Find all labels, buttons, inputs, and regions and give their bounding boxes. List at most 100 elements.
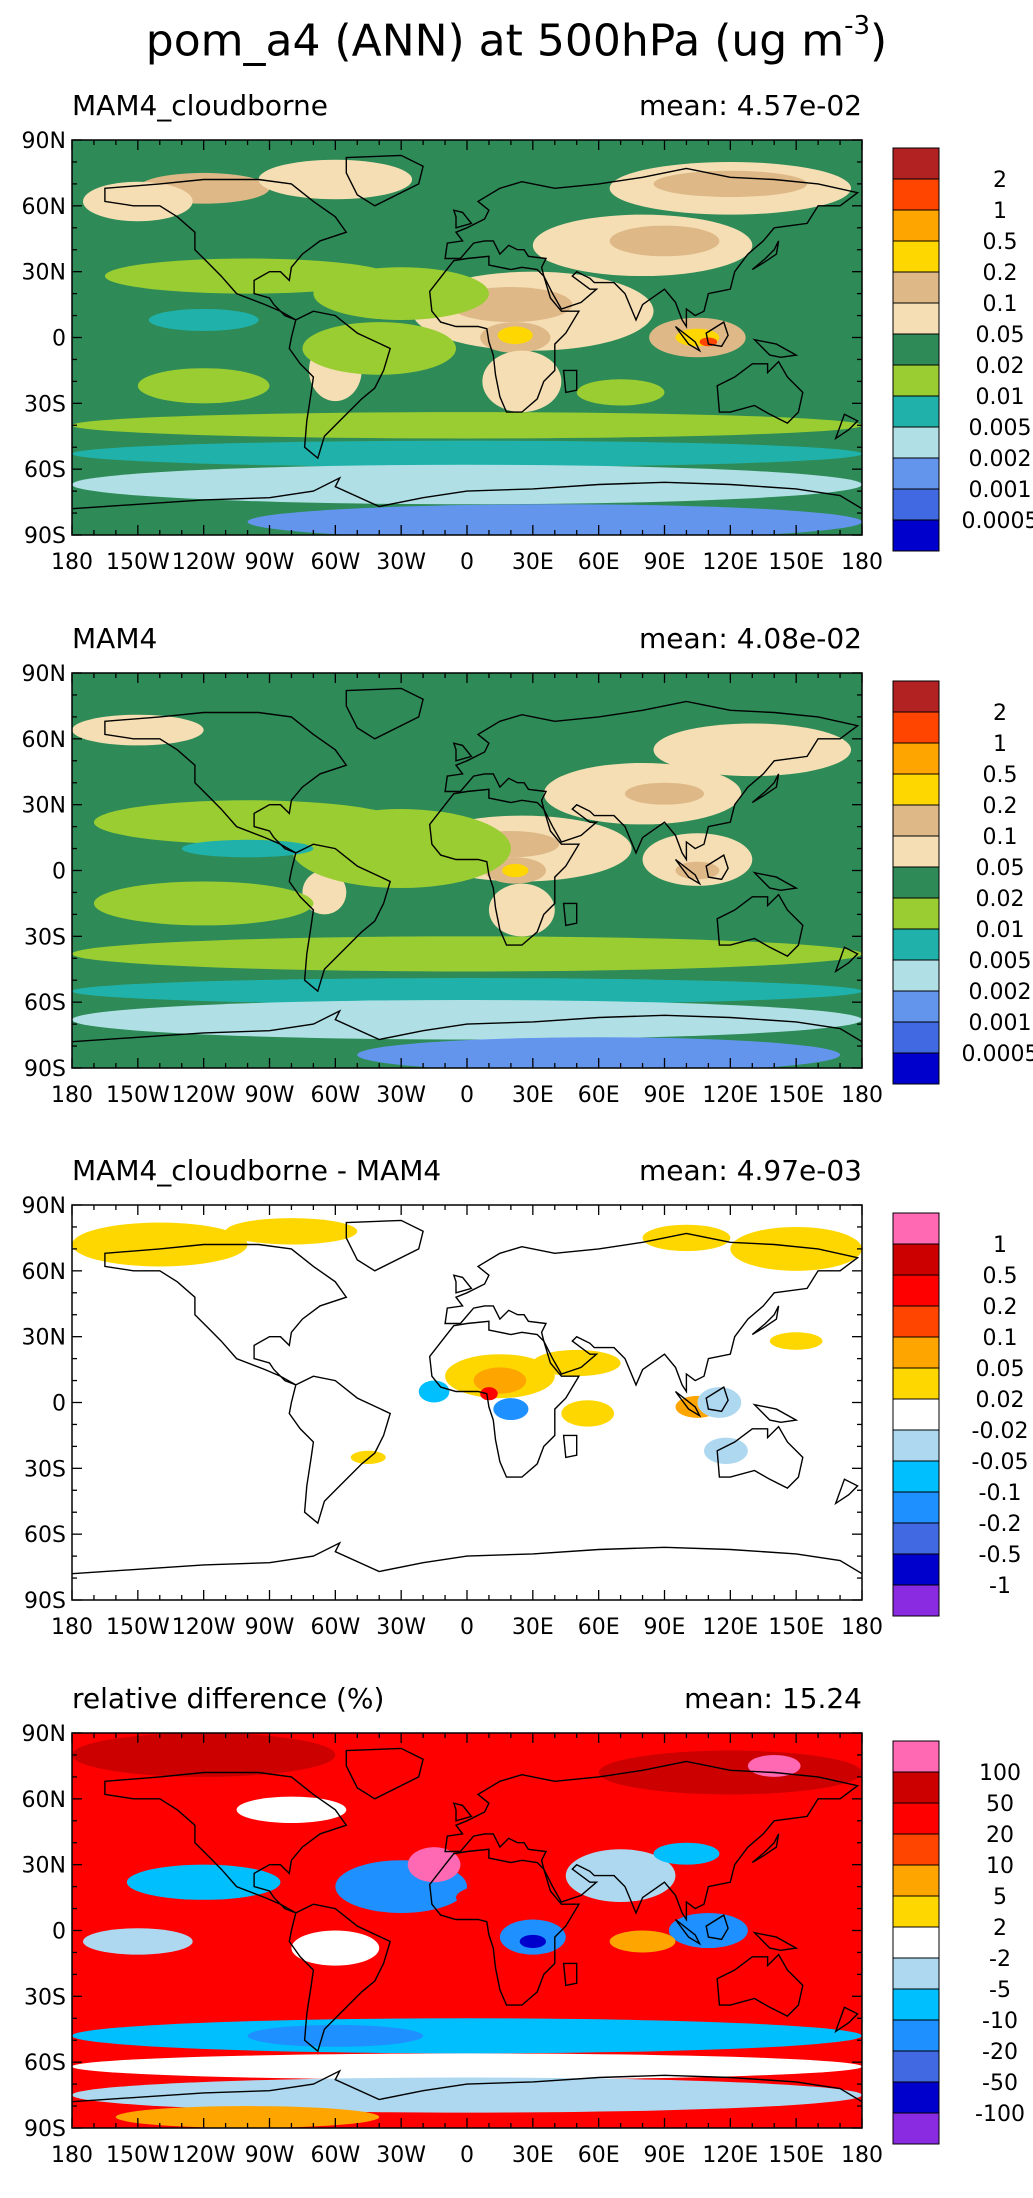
coastline-japan bbox=[751, 1833, 780, 1864]
legend-swatch bbox=[892, 1336, 940, 1369]
coastline-antarctica bbox=[72, 476, 862, 510]
contour-region bbox=[72, 936, 862, 972]
legend-label: 0.1 bbox=[983, 292, 1018, 317]
legend-swatch bbox=[892, 1522, 940, 1555]
contour-region bbox=[72, 412, 862, 439]
contour-region bbox=[72, 999, 862, 1040]
legend-swatch bbox=[892, 1833, 940, 1866]
map-figure: MAM4 mean: 4.08e-0290N60N30N030S60S90S180… bbox=[22, 622, 1033, 1108]
lon-tick-label: 30E bbox=[512, 1083, 554, 1108]
lon-tick-label: 120E bbox=[702, 1615, 758, 1640]
legend-label: -100 bbox=[975, 2102, 1025, 2127]
contour-region bbox=[502, 863, 529, 878]
panel-mean: mean: 4.57e-02 bbox=[639, 89, 862, 122]
legend-label: 0.02 bbox=[976, 1388, 1025, 1413]
contour-region bbox=[493, 1398, 529, 1421]
contour-region bbox=[609, 1930, 676, 1953]
lon-tick-label: 180 bbox=[841, 550, 883, 575]
lon-tick-label: 180 bbox=[841, 2143, 883, 2168]
lon-tick-label: 60E bbox=[578, 2143, 620, 2168]
lat-tick-label: 30S bbox=[24, 1985, 66, 2010]
contour-region bbox=[126, 1864, 281, 1900]
legend-swatch bbox=[892, 1274, 940, 1307]
legend-label: 1 bbox=[993, 1233, 1007, 1258]
figure-title: pom_a4 (ANN) at 500hPa (ug m-3) bbox=[0, 0, 1033, 74]
panel-mean: mean: 15.24 bbox=[684, 1682, 862, 1715]
legend-label: 0.005 bbox=[969, 949, 1032, 974]
coastline-southAmerica bbox=[288, 1375, 392, 1525]
coastline-eurasia bbox=[444, 700, 860, 862]
coastline-madagascar bbox=[562, 902, 578, 927]
contour-region bbox=[72, 1222, 248, 1267]
coastline-southAmerica bbox=[288, 843, 392, 993]
coastline-sumatra bbox=[674, 325, 702, 353]
coastline-newGuinea bbox=[752, 871, 799, 892]
lon-tick-label: 150E bbox=[768, 550, 824, 575]
coastline-uk bbox=[452, 1274, 473, 1294]
legend-label: 10 bbox=[986, 1854, 1014, 1879]
lon-tick-label: 120W bbox=[172, 2143, 236, 2168]
lon-tick-label: 120E bbox=[702, 2143, 758, 2168]
contour-region bbox=[561, 1400, 615, 1427]
lat-tick-label: 60N bbox=[22, 1788, 66, 1813]
lon-tick-label: 0 bbox=[460, 550, 474, 575]
panel-relative-difference: relative difference (%) mean: 15.24 90N 60N… bbox=[0, 1668, 1033, 2198]
coastline-uk bbox=[452, 209, 473, 229]
contour-region bbox=[291, 1930, 380, 1966]
lon-tick-label: 180 bbox=[841, 1083, 883, 1108]
contour-region bbox=[625, 782, 704, 805]
contour-region bbox=[456, 1880, 610, 1916]
legend-swatch bbox=[892, 1988, 940, 2021]
coastline-southAmerica bbox=[288, 1903, 392, 2053]
lat-tick-label: 60S bbox=[24, 458, 66, 483]
legend-swatch bbox=[892, 1895, 940, 1928]
legend-swatch bbox=[892, 1491, 940, 1524]
coastline-newGuinea bbox=[752, 1931, 799, 1952]
legend-label: -1 bbox=[989, 1574, 1011, 1599]
lon-tick-label: 120W bbox=[172, 1615, 236, 1640]
lon-tick-label: 90E bbox=[644, 1615, 686, 1640]
legend-swatch bbox=[892, 1021, 940, 1054]
lon-tick-label: 120E bbox=[702, 550, 758, 575]
lat-tick-label: 90N bbox=[22, 662, 66, 687]
legend-label: 2 bbox=[993, 168, 1007, 193]
legend-swatch bbox=[892, 364, 940, 397]
legend-label: 0.1 bbox=[983, 1326, 1018, 1351]
legend-swatch bbox=[892, 1771, 940, 1804]
legend-swatch bbox=[892, 271, 940, 304]
legend-label: 1 bbox=[993, 199, 1007, 224]
legend-swatch bbox=[892, 990, 940, 1023]
contour-region bbox=[148, 308, 259, 331]
lat-tick-label: 30N bbox=[22, 1326, 66, 1351]
lat-tick-label: 60S bbox=[24, 2051, 66, 2076]
contour-region bbox=[565, 1849, 676, 1902]
contour-region bbox=[653, 170, 808, 198]
legend-label: 0.2 bbox=[983, 261, 1018, 286]
lon-tick-label: 30E bbox=[512, 550, 554, 575]
legend-label: 0.001 bbox=[969, 1011, 1032, 1036]
lat-tick-label: 90N bbox=[22, 1722, 66, 1747]
legend-label: 0.01 bbox=[976, 385, 1025, 410]
lon-tick-label: 120E bbox=[702, 1083, 758, 1108]
coastline-japan bbox=[751, 1305, 780, 1336]
coastline-antarctica bbox=[72, 2069, 862, 2103]
legend-label: 0.0005 bbox=[962, 509, 1033, 534]
contour-region bbox=[532, 1349, 621, 1377]
contour-region bbox=[697, 1387, 742, 1418]
lon-tick-label: 90W bbox=[245, 550, 295, 575]
coastline-borneo bbox=[705, 854, 729, 881]
contour-region bbox=[291, 809, 511, 889]
contour-region bbox=[313, 267, 489, 320]
contour-region bbox=[82, 1928, 193, 1955]
coastline-northAmerica bbox=[104, 178, 348, 321]
legend-swatch bbox=[892, 1367, 940, 1400]
coastline-eurasia bbox=[444, 167, 860, 329]
contour-region bbox=[747, 1754, 801, 1777]
legend-swatch bbox=[892, 1052, 940, 1085]
contour-region bbox=[72, 440, 862, 467]
legend-label: -0.1 bbox=[979, 1481, 1022, 1506]
coastline-australia bbox=[716, 1953, 804, 2017]
legend-swatch bbox=[892, 1957, 940, 1990]
lon-tick-label: 90E bbox=[644, 1083, 686, 1108]
lat-tick-label: 60N bbox=[22, 728, 66, 753]
